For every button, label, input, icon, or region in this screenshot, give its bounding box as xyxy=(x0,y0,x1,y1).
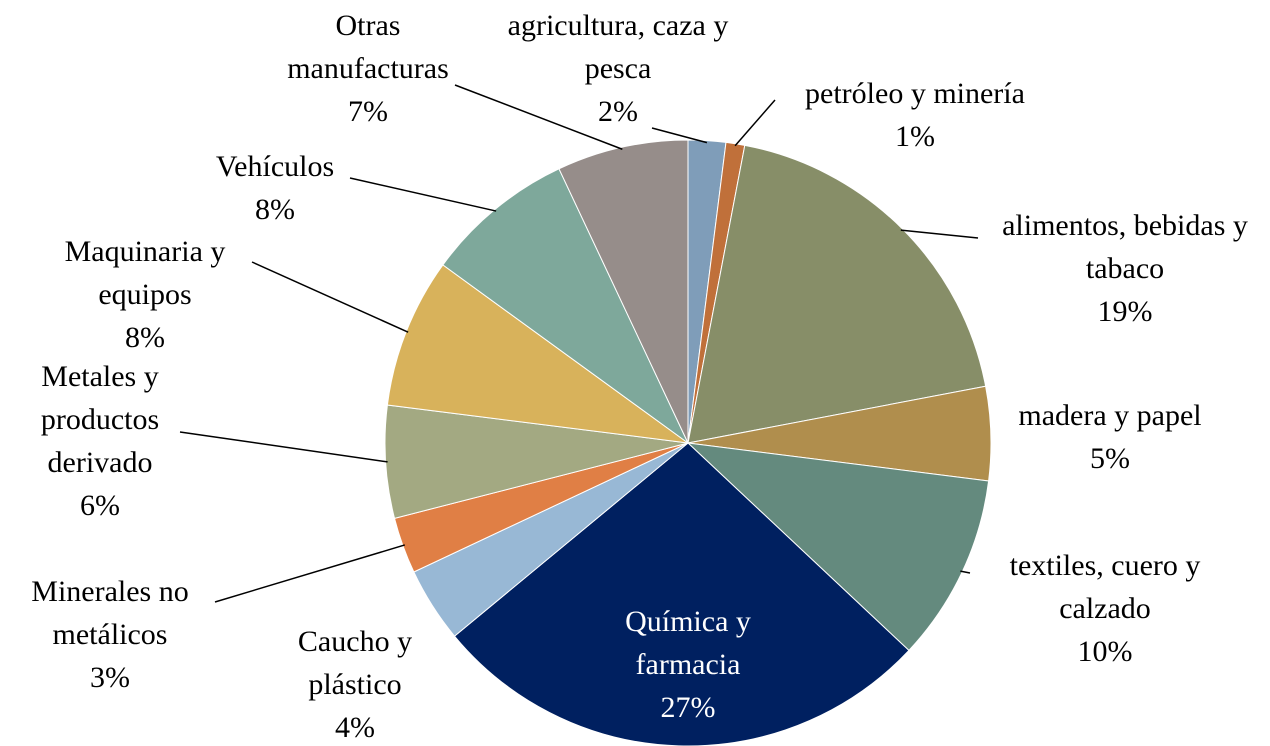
category-label: textiles, cuero y calzado xyxy=(1009,549,1201,625)
category-label: Maquinaria y equipos xyxy=(64,235,226,311)
slice-label: textiles, cuero y calzado 10% xyxy=(985,544,1225,673)
leader-line xyxy=(179,431,388,463)
leader-line xyxy=(960,570,971,574)
category-label: madera y papel xyxy=(1018,399,1202,432)
pie-slice xyxy=(687,144,987,444)
slice-label: madera y papel 5% xyxy=(985,394,1235,480)
category-label: agricultura, caza y pesca xyxy=(507,9,729,85)
category-label: petróleo y minería xyxy=(805,77,1025,110)
leader-line xyxy=(454,84,623,150)
value-label: 1% xyxy=(895,120,935,153)
value-label: 8% xyxy=(255,193,295,226)
category-label: Caucho y plástico xyxy=(297,625,413,701)
slice-label: Vehículos 8% xyxy=(175,145,375,231)
slice-label: Química y farmacia 27% xyxy=(588,600,788,729)
slice-label: Caucho y plástico 4% xyxy=(270,620,440,746)
category-label: Vehículos xyxy=(215,150,335,183)
category-label: Metales y productos derivado xyxy=(40,360,160,479)
value-label: 27% xyxy=(660,691,716,724)
value-label: 5% xyxy=(1090,442,1130,475)
value-label: 10% xyxy=(1077,635,1133,668)
slice-label: Minerales no metálicos 3% xyxy=(5,570,215,699)
leader-line xyxy=(214,544,406,603)
value-label: 2% xyxy=(598,95,638,128)
value-label: 6% xyxy=(80,489,120,522)
slice-label: alimentos, bebidas y tabaco 19% xyxy=(980,204,1270,333)
value-label: 8% xyxy=(125,321,165,354)
category-label: Química y farmacia xyxy=(625,605,751,681)
category-label: alimentos, bebidas y tabaco xyxy=(1002,209,1248,285)
value-label: 3% xyxy=(90,661,130,694)
slice-label: Metales y productos derivado 6% xyxy=(15,355,185,527)
leader-line xyxy=(651,127,708,144)
slice-label: agricultura, caza y pesca 2% xyxy=(473,4,763,133)
pie-slice xyxy=(442,168,689,444)
pie-slice xyxy=(558,139,689,444)
category-label: Otras manufacturas xyxy=(287,9,449,85)
slice-label: Otras manufacturas 7% xyxy=(273,4,463,133)
leader-line xyxy=(900,229,979,239)
leader-line xyxy=(734,99,776,147)
leader-line xyxy=(349,177,497,212)
slice-label: petróleo y minería 1% xyxy=(750,72,1080,158)
value-label: 7% xyxy=(348,95,388,128)
leader-line xyxy=(251,261,409,333)
value-label: 19% xyxy=(1097,295,1153,328)
value-label: 4% xyxy=(335,711,375,744)
slice-label: Maquinaria y equipos 8% xyxy=(35,230,255,359)
category-label: Minerales no metálicos xyxy=(31,575,189,651)
